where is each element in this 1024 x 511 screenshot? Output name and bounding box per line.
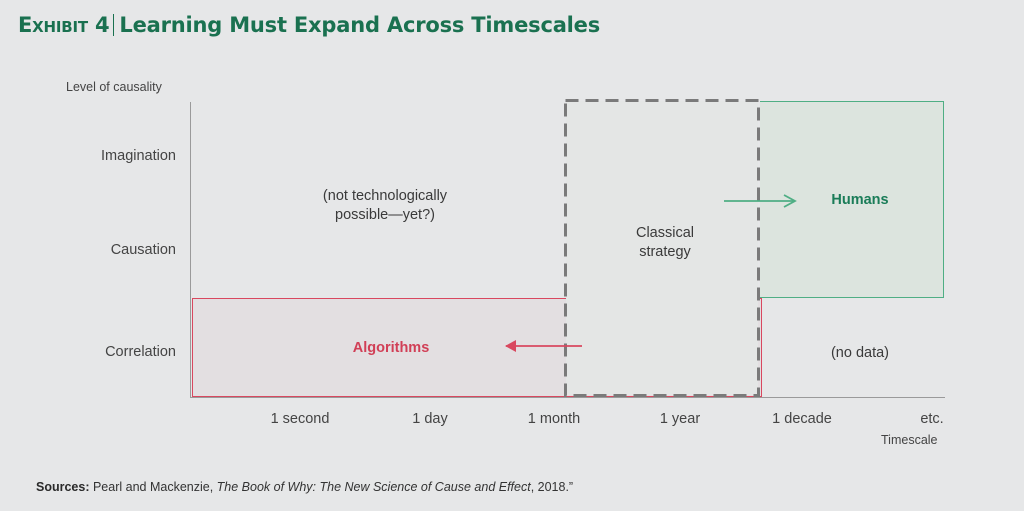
exhibit-heading: Learning Must Expand Across Timescales <box>119 13 601 37</box>
humans-arrow-right-icon <box>724 194 797 208</box>
sources-authors: Pearl and Mackenzie, <box>89 480 217 494</box>
x-tick-1-decade: 1 decade <box>772 411 832 427</box>
x-axis-line <box>190 397 945 398</box>
y-tick-imagination: Imagination <box>101 148 176 164</box>
exhibit-label: Exhibit 4 <box>18 13 110 37</box>
not-possible-line-2: possible—yet?) <box>335 207 435 223</box>
sources-book-title: The Book of Why: The New Science of Caus… <box>216 480 531 494</box>
sources-label: Sources: <box>36 480 90 494</box>
classical-strategy-label: Classical strategy <box>636 224 694 262</box>
y-axis-line <box>190 102 191 398</box>
algorithms-arrow-left-icon <box>505 340 582 352</box>
sources-year: , 2018.” <box>530 480 574 494</box>
not-possible-label: (not technologically possible—yet?) <box>323 187 447 225</box>
exhibit-title: Exhibit 4 Learning Must Expand Across Tim… <box>18 13 600 37</box>
x-axis-title: Timescale <box>881 433 938 447</box>
not-possible-line-1: (not technologically <box>322 188 448 204</box>
x-tick-1-second: 1 second <box>270 411 330 427</box>
dashed-border <box>564 99 760 397</box>
x-tick-1-year: 1 year <box>659 411 701 427</box>
y-axis-title: Level of causality <box>66 80 162 94</box>
no-data-label: (no data) <box>830 345 890 361</box>
x-tick-etc: etc. <box>920 411 944 427</box>
y-tick-causation: Causation <box>110 242 176 258</box>
x-tick-1-day: 1 day <box>412 411 448 427</box>
sources-note: Sources: Pearl and Mackenzie, The Book o… <box>36 480 573 494</box>
x-tick-1-month: 1 month <box>527 411 581 427</box>
classical-strategy-region <box>564 99 760 397</box>
humans-label: Humans <box>831 192 889 208</box>
title-separator <box>113 14 115 36</box>
algorithms-label: Algorithms <box>352 340 430 356</box>
y-tick-correlation: Correlation <box>105 344 176 360</box>
classical-line-2: strategy <box>639 244 691 260</box>
classical-line-1: Classical <box>635 225 695 241</box>
